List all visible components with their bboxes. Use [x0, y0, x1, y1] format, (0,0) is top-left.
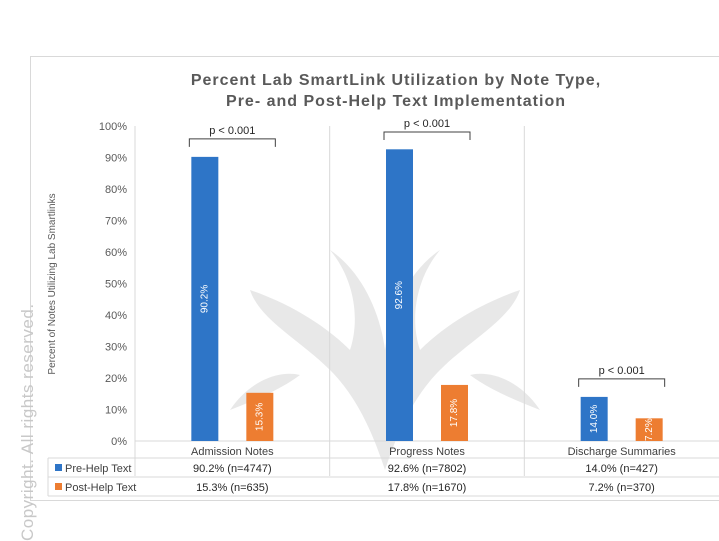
table-cell: 7.2% (n=370)	[588, 482, 654, 494]
bar-data-label: 17.8%	[449, 399, 460, 427]
bar-data-label: 15.3%	[254, 403, 265, 431]
tree-watermark	[230, 250, 540, 470]
p-value-label: p < 0.001	[404, 118, 450, 130]
chart-title: Percent Lab SmartLink Utilization by Not…	[191, 72, 601, 110]
bar-data-label: 92.6%	[394, 281, 405, 309]
y-tick-label: 60%	[105, 247, 127, 259]
y-tick-label: 50%	[105, 279, 127, 291]
bar	[246, 392, 274, 441]
y-tick-label: 40%	[105, 310, 127, 322]
y-tick-label: 90%	[105, 153, 127, 165]
y-axis-ticks: 0% 10% 20% 30% 40% 50% 60% 70% 80% 90% 100%	[99, 121, 127, 448]
bar	[441, 384, 468, 441]
chart-title-line-1: Percent Lab SmartLink Utilization by Not…	[191, 72, 601, 89]
significance-brackets: p < 0.001 p < 0.001 p < 0.001	[188, 118, 666, 387]
significance-bracket	[383, 131, 471, 140]
bars: 90.2% 15.3% Admission Notes 92.6% 17.8% Progr…	[191, 149, 676, 458]
y-tick-label: 100%	[99, 121, 127, 133]
bar	[191, 156, 219, 441]
y-tick-label: 70%	[105, 216, 127, 228]
bar-data-label: 90.2%	[199, 285, 210, 313]
data-table: Pre-Help Text 90.2% (n=4747) 92.6% (n=7802…	[47, 457, 719, 497]
x-category-label: Progress Notes	[389, 446, 465, 458]
legend-label: Pre-Help Text	[65, 463, 131, 475]
table-cell: 14.0% (n=427)	[585, 463, 657, 475]
y-tick-label: 10%	[105, 405, 127, 417]
bar-data-label: 14.0%	[589, 405, 600, 433]
category-dividers	[134, 126, 719, 476]
copyright-watermark: Copyright. All rights reserved.	[18, 303, 37, 541]
significance-bracket	[188, 138, 276, 147]
x-category-label: Admission Notes	[191, 446, 274, 458]
legend-swatch	[55, 483, 62, 490]
table-cell: 92.6% (n=7802)	[388, 463, 467, 475]
p-value-label: p < 0.001	[209, 125, 255, 137]
chart-frame	[30, 56, 719, 501]
x-category-label: Discharge Summaries	[568, 446, 677, 458]
y-tick-label: 30%	[105, 342, 127, 354]
bar	[386, 149, 413, 441]
table-cell: 90.2% (n=4747)	[193, 463, 272, 475]
legend-swatch	[55, 464, 62, 471]
bar	[580, 396, 608, 441]
significance-bracket	[578, 378, 666, 387]
y-tick-label: 0%	[111, 436, 127, 448]
y-tick-label: 80%	[105, 184, 127, 196]
table-cell: 17.8% (n=1670)	[388, 482, 467, 494]
bar	[635, 418, 663, 441]
y-axis-label: Percent of Notes Utilizing Lab Smartlink…	[47, 193, 58, 374]
chart-title-line-2: Pre- and Post-Help Text Implementation	[226, 93, 566, 110]
table-cell: 15.3% (n=635)	[196, 482, 268, 494]
bar-data-label: 7.2%	[644, 418, 655, 441]
y-tick-label: 20%	[105, 373, 127, 385]
p-value-label: p < 0.001	[599, 365, 645, 377]
legend-label: Post-Help Text	[65, 482, 136, 494]
